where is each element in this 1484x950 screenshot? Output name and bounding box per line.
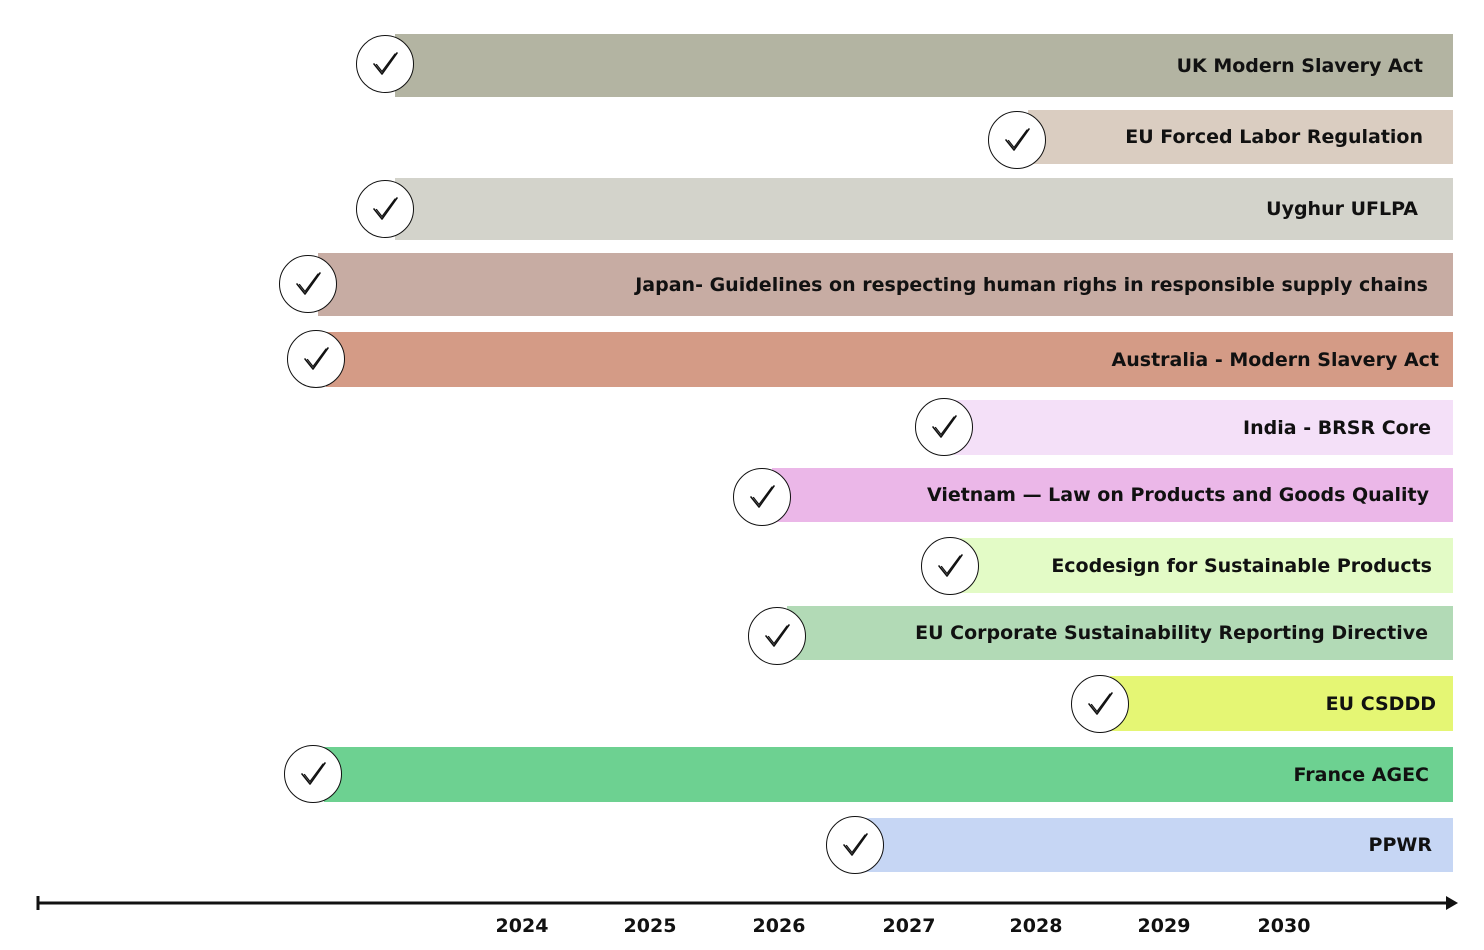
timeline-bar: France AGEC [324,747,1453,802]
check-circle-icon [988,111,1046,169]
timeline-bar: Japan- Guidelines on respecting human ri… [318,253,1453,316]
year-label: 2029 [1137,915,1191,937]
check-circle-icon [356,180,414,238]
check-circle-icon [279,255,337,313]
timeline-bar: Uyghur UFLPA [395,178,1453,240]
check-circle-icon [748,607,806,665]
timeline-bar: EU CSDDD [1110,676,1453,731]
check-circle-icon [915,398,973,456]
bar-label: EU CSDDD [1325,692,1436,715]
check-circle-icon [826,816,884,874]
check-circle-icon [921,537,979,595]
year-label: 2028 [1009,915,1063,937]
bar-label: Vietnam — Law on Products and Goods Qual… [926,484,1429,506]
year-label: 2024 [495,915,549,937]
check-circle-icon [287,330,345,388]
check-circle-icon [284,745,342,803]
timeline-bar: EU Forced Labor Regulation [1028,110,1453,164]
year-label: 2030 [1257,915,1311,937]
bar-label: Japan- Guidelines on respecting human ri… [635,273,1428,296]
timeline-bar: EU Corporate Sustainability Reporting Di… [787,606,1453,660]
bar-label: Uyghur UFLPA [1266,198,1418,220]
check-circle-icon [733,468,791,526]
timeline-bar: Ecodesign for Sustainable Products [960,538,1453,593]
year-label: 2025 [623,915,677,937]
bar-label: EU Corporate Sustainability Reporting Di… [915,622,1428,644]
check-circle-icon [1071,675,1129,733]
timeline-bar: Vietnam — Law on Products and Goods Qual… [772,468,1453,522]
timeline-bar: PPWR [865,818,1453,872]
bar-label: UK Modern Slavery Act [1176,54,1423,77]
timeline-bar: India - BRSR Core [954,400,1453,455]
timeline-bar: Australia - Modern Slavery Act [326,332,1453,387]
timeline-bar: UK Modern Slavery Act [395,34,1453,97]
bar-label: PPWR [1368,834,1432,856]
bar-label: India - BRSR Core [1243,416,1431,439]
check-circle-icon [356,35,414,93]
bar-label: EU Forced Labor Regulation [1125,126,1423,148]
year-label: 2027 [882,915,936,937]
bar-label: Ecodesign for Sustainable Products [1051,554,1432,577]
year-label: 2026 [752,915,806,937]
bar-label: France AGEC [1293,763,1429,786]
bar-label: Australia - Modern Slavery Act [1111,348,1439,371]
